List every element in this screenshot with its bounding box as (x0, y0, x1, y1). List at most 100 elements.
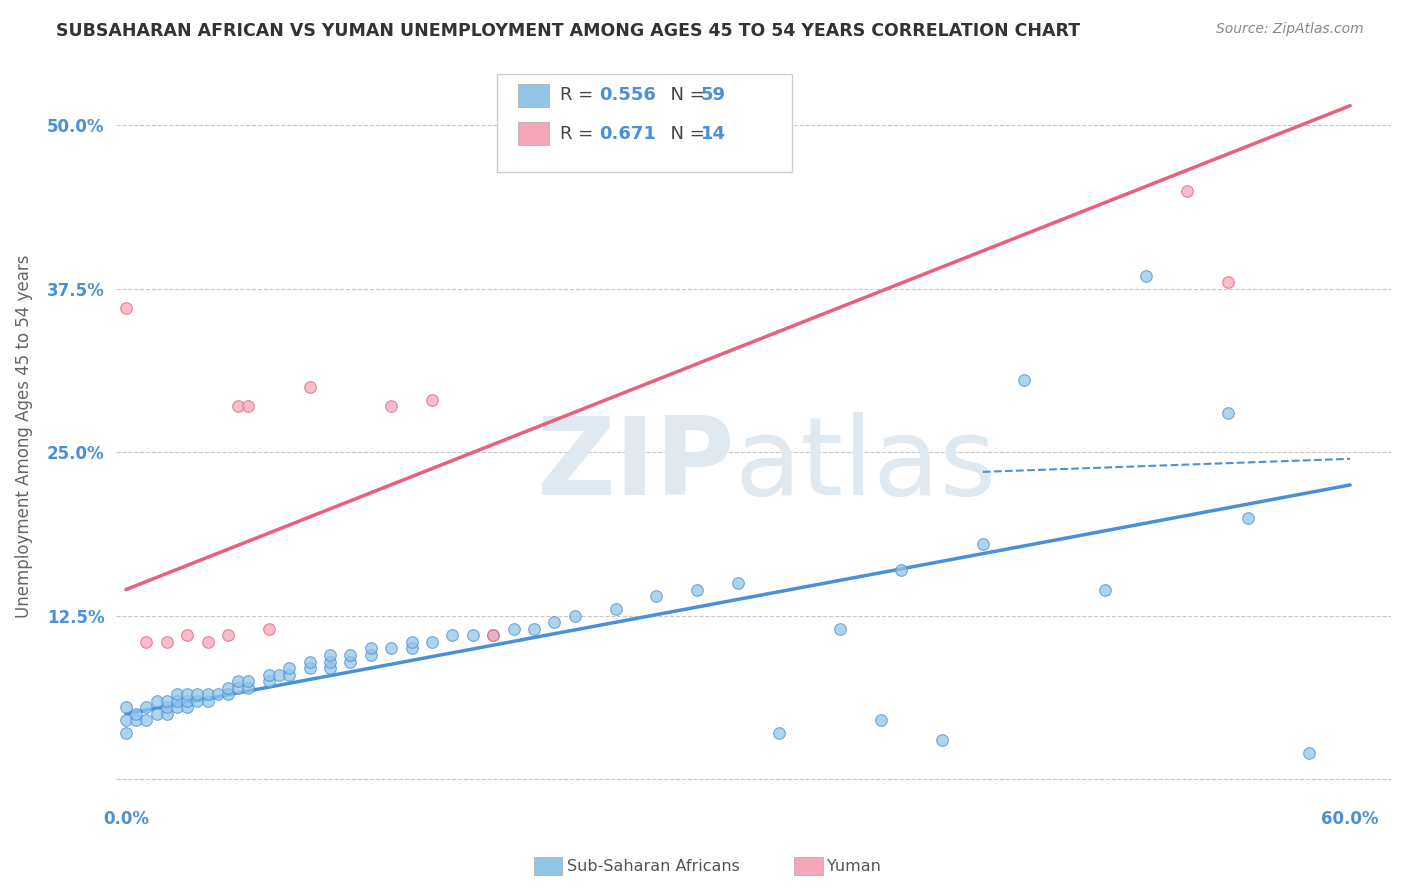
Point (267, 667, 290, 681)
Text: Yuman: Yuman (827, 859, 880, 873)
Y-axis label: Unemployment Among Ages 45 to 54 years: Unemployment Among Ages 45 to 54 years (15, 254, 32, 617)
Text: atlas: atlas (734, 412, 997, 518)
Text: R =: R = (560, 87, 599, 104)
Point (217, 687, 239, 701)
Point (420, 635, 443, 649)
Point (298, 655, 321, 669)
Text: R =: R = (560, 125, 599, 143)
Point (1135, 268, 1157, 283)
Text: N =: N = (658, 87, 710, 104)
Point (257, 622, 280, 636)
Point (298, 380, 321, 394)
Text: 14: 14 (700, 125, 725, 143)
Point (319, 648, 342, 662)
Point (298, 661, 321, 675)
Point (207, 687, 229, 701)
Point (217, 628, 239, 642)
Point (339, 655, 361, 669)
Point (156, 706, 179, 721)
Text: ZIP: ZIP (536, 412, 734, 518)
Point (564, 608, 586, 623)
Point (1094, 582, 1116, 597)
Point (145, 694, 167, 708)
Point (420, 392, 443, 407)
Point (523, 622, 546, 636)
Point (380, 400, 402, 414)
Point (686, 582, 709, 597)
Point (972, 537, 994, 551)
Point (380, 641, 402, 656)
Point (1175, 184, 1198, 198)
Point (115, 726, 138, 740)
Point (401, 635, 423, 649)
Point (931, 733, 953, 747)
Point (115, 301, 138, 316)
Point (461, 628, 484, 642)
Point (502, 622, 524, 636)
Point (176, 628, 198, 642)
Point (135, 700, 157, 714)
Point (482, 628, 505, 642)
Point (166, 687, 188, 701)
Point (830, 622, 852, 636)
Point (226, 681, 249, 695)
Point (226, 400, 249, 414)
Point (217, 681, 239, 695)
Point (197, 687, 219, 701)
Point (156, 700, 179, 714)
Point (768, 726, 790, 740)
Point (226, 674, 249, 689)
Point (1298, 746, 1320, 760)
Point (1216, 275, 1239, 289)
Point (319, 661, 342, 675)
Point (870, 714, 893, 728)
Point (156, 694, 179, 708)
Point (278, 661, 301, 675)
Point (1216, 406, 1239, 420)
Point (166, 700, 188, 714)
Text: Source: ZipAtlas.com: Source: ZipAtlas.com (1216, 22, 1364, 37)
Point (319, 655, 342, 669)
Point (401, 641, 423, 656)
Point (115, 714, 138, 728)
Text: SUBSAHARAN AFRICAN VS YUMAN UNEMPLOYMENT AMONG AGES 45 TO 54 YEARS CORRELATION C: SUBSAHARAN AFRICAN VS YUMAN UNEMPLOYMENT… (56, 22, 1080, 40)
Point (605, 602, 627, 616)
Point (238, 674, 260, 689)
Point (238, 400, 260, 414)
Point (186, 687, 208, 701)
Point (135, 635, 157, 649)
Point (543, 615, 565, 630)
Point (360, 641, 382, 656)
Point (278, 667, 301, 681)
Point (1237, 510, 1260, 524)
Point (176, 700, 198, 714)
Point (1012, 373, 1035, 387)
Point (115, 700, 138, 714)
Point (645, 589, 668, 603)
Text: 0.556: 0.556 (599, 87, 657, 104)
Text: 0.671: 0.671 (599, 125, 657, 143)
Point (135, 714, 157, 728)
Text: Sub-Saharan Africans: Sub-Saharan Africans (567, 859, 740, 873)
Point (482, 628, 505, 642)
Point (257, 674, 280, 689)
Point (238, 681, 260, 695)
Point (145, 706, 167, 721)
Point (125, 706, 148, 721)
Point (156, 635, 179, 649)
Point (186, 694, 208, 708)
Point (125, 714, 148, 728)
Point (441, 628, 464, 642)
Point (727, 576, 749, 591)
Point (197, 635, 219, 649)
Point (339, 648, 361, 662)
Point (890, 563, 912, 577)
Point (257, 667, 280, 681)
Text: N =: N = (658, 125, 710, 143)
Text: 59: 59 (700, 87, 725, 104)
Point (360, 648, 382, 662)
Point (166, 694, 188, 708)
Point (176, 694, 198, 708)
Point (176, 687, 198, 701)
Point (197, 694, 219, 708)
